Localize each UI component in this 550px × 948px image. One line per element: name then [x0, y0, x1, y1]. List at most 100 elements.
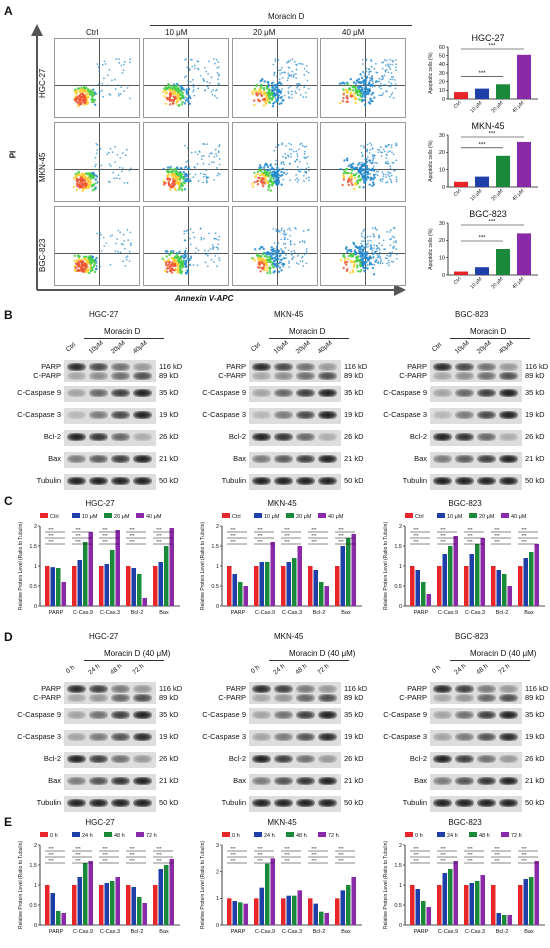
- flow-event: [129, 61, 131, 64]
- blot-band: [477, 389, 496, 397]
- flow-event: [298, 170, 301, 173]
- flow-event: [372, 165, 375, 168]
- flow-event: [291, 97, 293, 99]
- flow-event: [390, 179, 393, 182]
- chart-title: HGC-27: [85, 499, 115, 508]
- flow-event: [94, 182, 97, 185]
- blot-protein-label: Bcl-2: [228, 754, 246, 763]
- flow-event: [216, 252, 219, 255]
- flow-event: [188, 180, 191, 183]
- flow-event: [385, 181, 387, 184]
- y-tick-label: 20: [439, 150, 445, 156]
- flow-event: [174, 93, 177, 96]
- flow-event: [289, 152, 292, 155]
- blot-band: [111, 389, 130, 397]
- flow-event: [76, 101, 79, 104]
- flow-event: [273, 252, 276, 255]
- flow-event: [164, 263, 168, 267]
- flow-event: [370, 144, 373, 147]
- flow-event: [389, 167, 392, 170]
- flow-event: [78, 173, 82, 177]
- flow-event: [100, 164, 103, 167]
- flow-event: [74, 172, 77, 176]
- blot-strip: [249, 452, 341, 468]
- flow-event: [351, 270, 355, 274]
- legend-swatch: [437, 513, 445, 518]
- blot-strip: [64, 430, 156, 446]
- flow-event: [95, 265, 98, 268]
- flow-event: [181, 100, 184, 104]
- blot-protein-label: Bax: [48, 454, 61, 463]
- flow-event: [172, 99, 176, 103]
- flow-event: [261, 184, 265, 188]
- flow-event: [297, 252, 300, 255]
- flow-event: [298, 62, 301, 65]
- flow-event: [280, 82, 283, 86]
- flow-event: [344, 88, 347, 91]
- flow-event: [173, 91, 177, 94]
- blot-strip: [249, 682, 341, 704]
- flow-event: [366, 251, 369, 254]
- gate-line-v: [99, 207, 100, 285]
- blot-band: [89, 433, 108, 441]
- flow-event: [89, 258, 93, 261]
- flow-event: [390, 93, 393, 96]
- flow-row-hgc: HGC-27: [38, 68, 47, 98]
- blot-size-label: 50 kD: [159, 476, 179, 485]
- flow-event: [380, 87, 382, 90]
- flow-event: [94, 163, 97, 166]
- flow-event: [286, 228, 289, 231]
- flow-event: [262, 171, 266, 174]
- sig-label: ***: [440, 533, 446, 538]
- legend-label: 20 μM: [114, 514, 130, 520]
- flow-event: [375, 245, 378, 247]
- bar: [464, 885, 469, 925]
- flow-event: [187, 169, 190, 171]
- blot-protein-label: C-Caspase 9: [17, 710, 61, 719]
- flow-event: [283, 94, 286, 97]
- blot-protein-label: Bax: [233, 454, 246, 463]
- flow-event: [125, 258, 128, 261]
- chart-title: BGC-823: [469, 209, 507, 219]
- flow-event: [283, 231, 286, 233]
- flow-event: [342, 174, 345, 177]
- blot-protein-label: Bcl-2: [43, 754, 61, 763]
- bar: [415, 570, 420, 606]
- flow-event: [216, 246, 219, 249]
- flow-event: [360, 144, 363, 147]
- legend-swatch: [254, 513, 262, 518]
- blot-size-label: 26 kD: [344, 754, 364, 763]
- flow-event: [202, 173, 205, 176]
- flow-event: [179, 167, 182, 170]
- blot-band: [274, 733, 293, 741]
- bar: [335, 566, 340, 606]
- flow-event: [305, 252, 308, 255]
- flow-event: [273, 101, 276, 104]
- flow-event: [362, 252, 365, 255]
- flow-event: [108, 93, 111, 95]
- flow-event: [289, 235, 292, 237]
- x-tick-label: 10 μM: [469, 188, 483, 202]
- legend-swatch: [318, 832, 326, 837]
- sig-label: ***: [129, 846, 135, 851]
- flow-event: [274, 163, 277, 166]
- flow-event: [279, 90, 282, 93]
- flow-event: [183, 76, 186, 79]
- flow-event: [176, 271, 179, 274]
- flow-event: [251, 91, 254, 94]
- flow-event: [389, 178, 391, 180]
- bar: [243, 586, 248, 606]
- flow-event: [389, 172, 392, 175]
- flow-event: [363, 72, 366, 75]
- legend-swatch: [469, 832, 477, 837]
- flow-event: [296, 85, 299, 88]
- gate-line-v: [99, 123, 100, 201]
- flow-event: [213, 237, 216, 240]
- flow-event: [371, 266, 375, 270]
- blot-band: [318, 777, 337, 785]
- blot-strip: [64, 708, 156, 724]
- flow-event: [126, 228, 129, 231]
- bar: [496, 249, 510, 275]
- flow-treatment: Moracin D: [268, 12, 305, 21]
